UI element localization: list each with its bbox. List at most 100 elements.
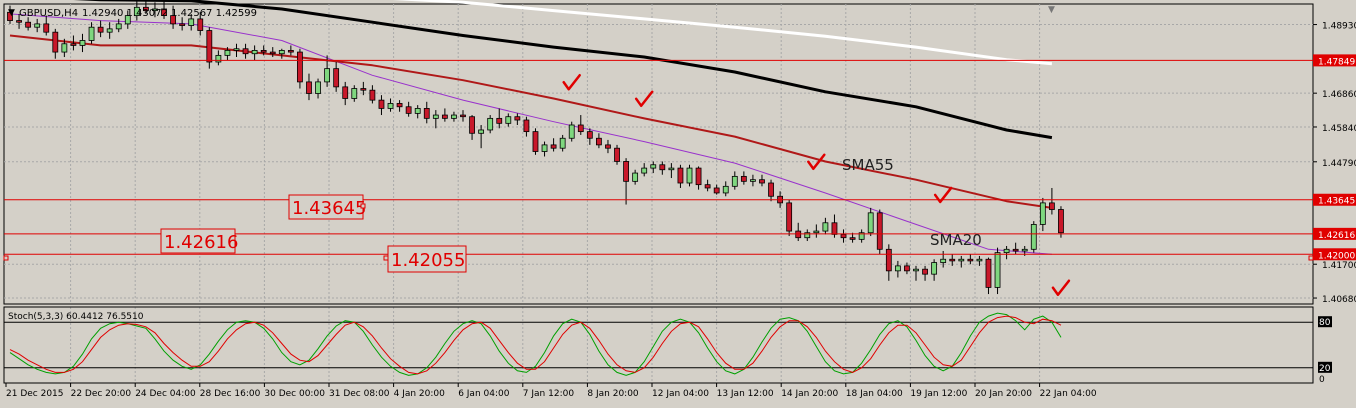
- bull-candle: [867, 212, 874, 234]
- bull-candle: [324, 68, 331, 83]
- sma200-line: [392, 0, 1053, 66]
- horizontal-lines: 1.47849 1.43645 1.42616 1.42000: [4, 54, 1356, 261]
- price-tag: [1313, 54, 1356, 67]
- bear-candle: [759, 179, 765, 184]
- bear-candle: [967, 258, 974, 262]
- bear-candle: [704, 184, 711, 189]
- price-tag: [1313, 248, 1356, 261]
- bull-candle: [632, 172, 639, 182]
- bear-candle: [170, 15, 176, 25]
- bear-candle: [179, 23, 186, 26]
- bull-candle: [1021, 248, 1028, 252]
- bear-candle: [596, 137, 602, 146]
- chart-shift-marker-icon[interactable]: ▼: [1048, 5, 1055, 15]
- hline-handle-left[interactable]: [3, 255, 9, 261]
- bear-candle: [586, 131, 593, 139]
- price-tag-label: 1.42000: [1318, 251, 1355, 261]
- bear-candle: [885, 248, 892, 272]
- callout-text: 1.42055: [391, 250, 465, 271]
- bull-candle: [650, 164, 657, 169]
- bear-candle: [849, 237, 856, 240]
- stochastic-level-label: 20: [1319, 364, 1331, 374]
- bull-candle: [722, 185, 729, 194]
- time-tick-label: 4 Jan 20:00: [394, 389, 446, 399]
- bull-candle: [88, 26, 95, 41]
- time-tick-label: 12 Jan 04:00: [652, 389, 709, 399]
- bull-candle: [451, 114, 457, 119]
- bull-candle: [894, 265, 901, 272]
- bear-candle: [287, 50, 294, 53]
- bear-candle: [514, 116, 521, 121]
- callout-anchor[interactable]: [360, 203, 366, 209]
- bear-candle: [441, 114, 448, 119]
- bear-candle: [904, 265, 910, 272]
- bull-candle: [668, 167, 675, 171]
- bear-candle: [360, 88, 367, 91]
- bull-candle: [1003, 248, 1010, 254]
- bear-candle: [396, 103, 403, 108]
- time-tick-label: 28 Dec 16:00: [200, 389, 261, 399]
- price-tag-label: 1.43645: [1318, 197, 1355, 207]
- bear-candle: [605, 144, 611, 149]
- time-tick-label: 22 Jan 04:00: [1040, 389, 1097, 399]
- time-tick-label: 8 Jan 20:00: [587, 389, 639, 399]
- bull-candle: [79, 40, 86, 46]
- stochastic-signal-line: [9, 315, 1062, 375]
- bear-candle: [378, 99, 385, 109]
- price-panel-frame: [3, 3, 1314, 305]
- collapse-triangle-icon[interactable]: ▼: [8, 8, 15, 18]
- price-tick-label: 1.46860: [1322, 90, 1356, 100]
- bear-candle: [269, 51, 276, 55]
- stochastic-tick-label: 0: [1319, 375, 1325, 385]
- bull-candle: [115, 23, 122, 30]
- bear-candle: [623, 161, 629, 182]
- bear-candle: [1058, 209, 1064, 234]
- bull-candle: [505, 116, 512, 124]
- hline-handle-right[interactable]: [1308, 255, 1314, 261]
- time-tick-label: 31 Dec 08:00: [329, 389, 390, 399]
- bear-candle: [659, 164, 666, 171]
- callout-text: 1.42616: [164, 232, 238, 253]
- sma55-label: SMA55: [842, 156, 894, 174]
- bull-candle: [351, 88, 358, 99]
- bear-candle: [206, 30, 213, 63]
- bull-candle: [1039, 202, 1046, 225]
- bear-candle: [7, 11, 13, 21]
- bull-candle: [568, 124, 575, 139]
- stochastic-level-label: 80: [1319, 318, 1331, 328]
- checkmark-icon: [933, 186, 953, 204]
- price-tag-label: 1.42616: [1318, 231, 1355, 241]
- callout-anchor[interactable]: [383, 255, 389, 261]
- checkmark-annotations: [562, 73, 1071, 296]
- time-tick-label: 24 Dec 04:00: [135, 389, 196, 399]
- price-tick-label: 1.44790: [1322, 159, 1356, 169]
- time-tick-label: 13 Jan 12:00: [717, 389, 774, 399]
- callout-1-42616[interactable]: 1.42616: [160, 228, 238, 254]
- price-tick-label: 1.45840: [1322, 124, 1356, 134]
- bear-candle: [369, 89, 376, 101]
- bull-candle: [478, 129, 485, 134]
- bull-candle: [994, 252, 1001, 288]
- callout-1-42055[interactable]: 1.42055: [383, 245, 467, 273]
- bear-candle: [405, 106, 412, 114]
- bull-candle: [224, 50, 231, 56]
- time-tick-label: 14 Jan 20:00: [781, 389, 838, 399]
- bull-candle: [931, 262, 938, 275]
- bull-candle: [215, 54, 222, 63]
- bear-candle: [469, 116, 475, 134]
- bull-candle: [133, 6, 140, 17]
- callout-1-43645[interactable]: 1.43645: [288, 194, 366, 220]
- bear-candle: [197, 18, 204, 31]
- bull-candle: [804, 232, 811, 239]
- bear-candle: [677, 167, 684, 184]
- bull-candle: [315, 81, 321, 94]
- bull-candle: [124, 15, 131, 25]
- bull-candle: [387, 103, 394, 109]
- bear-candle: [577, 124, 584, 133]
- bear-candle: [713, 187, 720, 194]
- bull-candle: [940, 258, 947, 263]
- bear-candle: [523, 119, 530, 133]
- time-tick-label: 21 Dec 2015: [6, 389, 64, 399]
